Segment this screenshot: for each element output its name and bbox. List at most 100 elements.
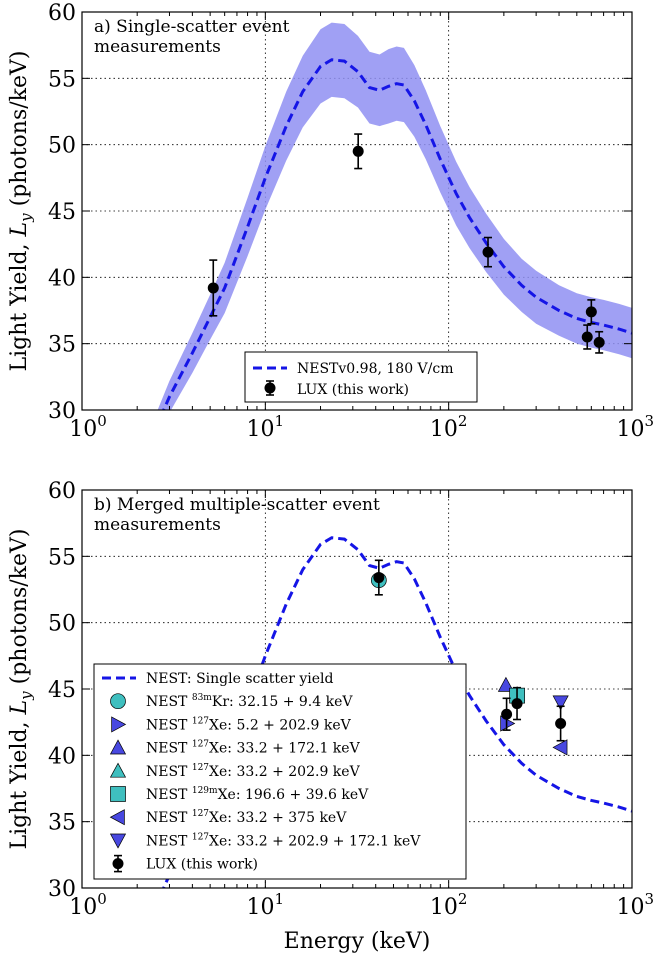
panel-b-y-ticks: 30 35 40 45 50 55 60 <box>48 479 632 902</box>
legend-marker-square <box>110 786 126 802</box>
x-tick-base: 10 <box>247 417 275 442</box>
legend-text: Xe: 5.2 + 202.9 keV <box>209 717 352 733</box>
x-tick-exponent: 0 <box>97 890 107 908</box>
ylabel-subscript: y <box>17 691 35 701</box>
panel-a-annotation: a) Single-scatter event <box>94 17 290 37</box>
legend-label: NEST 83mKr: 32.15 + 9.4 keV <box>146 693 353 710</box>
x-tick-exponent: 1 <box>275 412 285 430</box>
x-tick-base: 10 <box>69 417 97 442</box>
ylabel-symbol: L <box>7 700 32 716</box>
legend-marker-triangle-down <box>109 833 127 849</box>
panel-b-annotation: measurements <box>94 515 221 535</box>
legend-text: Kr: 32.15 + 9.4 keV <box>212 694 354 710</box>
y-tick-label: 45 <box>48 678 76 703</box>
y-tick-label: 40 <box>48 266 76 291</box>
ylabel-subscript: y <box>17 213 35 223</box>
panel-a-y-ticks: 30 35 40 45 50 55 60 <box>48 1 632 424</box>
legend-label: NEST 129mXe: 196.6 + 39.6 keV <box>146 786 369 803</box>
ylabel-symbol: L <box>7 222 32 238</box>
nest-marker-triangle-left <box>552 739 568 756</box>
x-tick-label: 102 <box>430 890 468 920</box>
x-tick-label: 103 <box>616 890 654 920</box>
legend-marker-circle <box>110 693 126 710</box>
legend-superscript: 83m <box>192 693 212 703</box>
panel-b-x-ticks: 100 101 102 103 <box>69 490 654 920</box>
legend-superscript: 127 <box>192 763 209 773</box>
nest-marker-triangle-down <box>552 695 569 711</box>
panel-b-annotation: b) Merged multiple-scatter event <box>94 495 380 515</box>
ylabel-units: (photons/keV) <box>7 529 32 692</box>
legend-text: Xe: 33.2 + 172.1 keV <box>209 741 361 757</box>
lux-point <box>511 698 523 710</box>
x-tick-exponent: 0 <box>97 412 107 430</box>
x-tick-base: 10 <box>616 895 644 920</box>
panel-a-y-axis-label: Light Yield, Ly (photons/keV) <box>7 51 35 372</box>
legend-lux-point <box>264 382 276 394</box>
legend-text: Xe: 33.2 + 202.9 keV <box>209 764 361 780</box>
legend-marker-triangle-up <box>109 739 127 755</box>
x-tick-base: 10 <box>247 895 275 920</box>
y-tick-label: 60 <box>48 479 76 504</box>
legend-text: Xe: 33.2 + 202.9 + 172.1 keV <box>209 833 421 849</box>
ylabel-units: (photons/keV) <box>7 51 32 214</box>
panel-a-annotation: measurements <box>94 37 221 57</box>
x-tick-label: 103 <box>616 412 654 442</box>
panel-b-x-axis-label: Energy (keV) <box>284 929 431 954</box>
legend-text: NEST <box>146 717 192 733</box>
legend-text: NEST <box>146 833 192 849</box>
y-tick-label: 60 <box>48 1 76 26</box>
ylabel-text: Light Yield, <box>7 714 32 849</box>
y-tick-label: 30 <box>48 399 76 424</box>
y-tick-label: 45 <box>48 200 76 225</box>
legend-label: NESTv0.98, 180 V/cm <box>297 361 454 377</box>
legend-superscript: 129m <box>192 786 218 796</box>
y-tick-label: 30 <box>48 877 76 902</box>
lux-point <box>593 336 605 348</box>
lux-point <box>207 282 219 294</box>
x-tick-exponent: 1 <box>275 890 285 908</box>
lux-point <box>482 246 494 258</box>
x-tick-exponent: 3 <box>644 412 654 430</box>
legend-superscript: 127 <box>192 832 209 842</box>
legend-text: Xe: 196.6 + 39.6 keV <box>218 787 370 803</box>
legend-text: NEST <box>146 787 192 803</box>
legend-text: Xe: 33.2 + 375 keV <box>209 810 347 826</box>
legend-superscript: 127 <box>192 740 209 750</box>
legend-label: NEST 127Xe: 33.2 + 375 keV <box>146 809 347 826</box>
lux-point <box>585 306 597 318</box>
legend-lux-point <box>112 858 124 870</box>
x-tick-exponent: 3 <box>644 890 654 908</box>
y-tick-label: 40 <box>48 744 76 769</box>
x-tick-label: 100 <box>69 412 107 442</box>
x-tick-label: 101 <box>247 890 285 920</box>
legend-label: NEST 127Xe: 33.2 + 172.1 keV <box>146 740 361 757</box>
lux-point <box>373 572 385 584</box>
x-tick-label: 101 <box>247 412 285 442</box>
x-tick-base: 10 <box>616 417 644 442</box>
panel-a-plot-area <box>157 22 632 410</box>
y-tick-label: 35 <box>48 811 76 836</box>
y-tick-label: 55 <box>48 67 76 92</box>
nest-marker-triangle-right <box>500 715 516 732</box>
legend-box <box>244 351 478 403</box>
panel-b-y-axis-label: Light Yield, Ly (photons/keV) <box>7 529 35 850</box>
x-tick-label: 102 <box>430 412 468 442</box>
x-tick-base: 10 <box>430 417 458 442</box>
x-tick-exponent: 2 <box>458 412 468 430</box>
y-tick-label: 35 <box>48 333 76 358</box>
legend-text: NEST <box>146 741 192 757</box>
y-tick-label: 50 <box>48 134 76 159</box>
legend-label: NEST 127Xe: 33.2 + 202.9 + 172.1 keV <box>146 832 421 849</box>
x-tick-base: 10 <box>430 895 458 920</box>
legend-superscript: 127 <box>192 716 209 726</box>
legend-marker-triangle-right <box>111 716 127 733</box>
lux-point <box>581 331 593 343</box>
x-tick-exponent: 2 <box>458 890 468 908</box>
nest-uncertainty-band <box>157 22 632 410</box>
legend-marker-triangle-left <box>109 809 125 826</box>
legend-superscript: 127 <box>192 809 209 819</box>
nest-dashed-line <box>162 58 632 410</box>
lux-point <box>555 717 567 729</box>
